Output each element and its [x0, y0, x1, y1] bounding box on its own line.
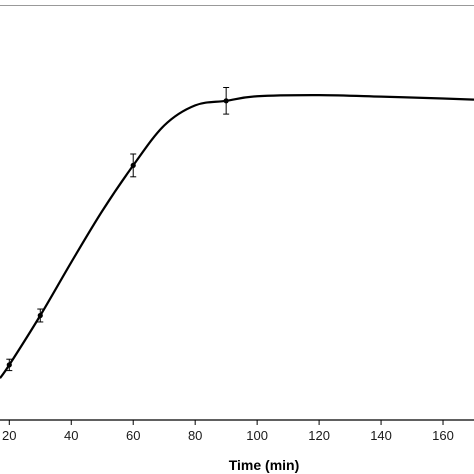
- x-tick-label: 60: [126, 428, 140, 443]
- x-tick-label: 160: [432, 428, 454, 443]
- x-tick-label: 120: [308, 428, 330, 443]
- x-axis-title: Time (min): [229, 457, 300, 473]
- data-point: [6, 362, 12, 368]
- x-tick-label: 40: [64, 428, 78, 443]
- x-ticks: 20 40 60 80 100 120 140 160: [2, 420, 454, 443]
- data-point: [223, 98, 229, 104]
- x-tick-label: 140: [370, 428, 392, 443]
- data-point: [37, 312, 43, 319]
- x-tick-label: 100: [246, 428, 268, 443]
- x-tick-label: 20: [2, 428, 16, 443]
- series-layer: [0, 87, 474, 379]
- data-point: [130, 162, 136, 168]
- x-tick-label: 80: [188, 428, 202, 443]
- series-line: [0, 93, 474, 379]
